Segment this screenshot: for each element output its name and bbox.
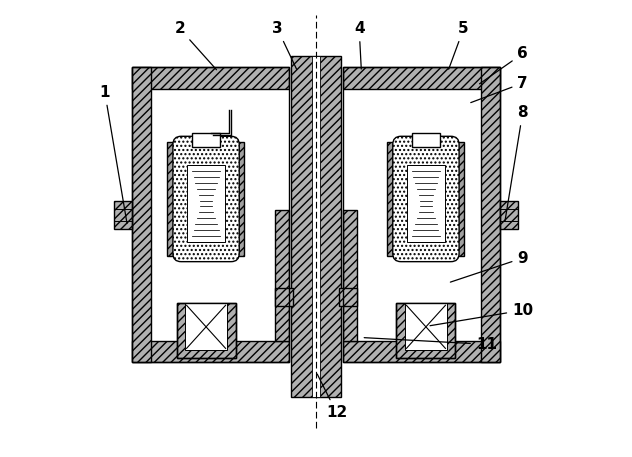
Bar xyxy=(387,142,401,256)
Bar xyxy=(185,303,228,350)
Bar xyxy=(132,67,289,362)
Bar xyxy=(343,89,481,340)
Text: 3: 3 xyxy=(272,21,296,69)
Text: 4: 4 xyxy=(354,21,365,69)
Text: 10: 10 xyxy=(430,303,533,326)
Bar xyxy=(114,201,132,229)
Bar xyxy=(231,142,244,256)
FancyBboxPatch shape xyxy=(173,136,240,262)
Bar xyxy=(451,142,464,256)
Text: 8: 8 xyxy=(505,105,528,221)
Bar xyxy=(193,133,220,147)
Bar xyxy=(404,303,447,350)
Bar xyxy=(151,89,289,340)
Bar xyxy=(396,303,456,358)
Bar xyxy=(275,210,289,340)
Bar xyxy=(312,56,320,397)
Bar xyxy=(185,303,228,350)
Bar xyxy=(412,133,439,147)
Bar xyxy=(404,303,447,350)
Bar xyxy=(291,56,341,397)
Bar xyxy=(343,67,500,89)
Bar xyxy=(343,67,500,362)
Bar xyxy=(132,67,289,89)
Bar xyxy=(176,303,236,358)
FancyBboxPatch shape xyxy=(392,136,459,262)
Bar xyxy=(407,165,444,242)
Bar xyxy=(343,340,500,362)
Text: 5: 5 xyxy=(449,21,469,69)
Bar xyxy=(176,303,236,358)
Text: 2: 2 xyxy=(174,21,217,70)
Bar xyxy=(481,67,500,362)
Bar xyxy=(339,287,357,306)
Bar xyxy=(132,340,289,362)
Bar xyxy=(500,201,518,229)
Text: 11: 11 xyxy=(364,337,497,352)
Text: 6: 6 xyxy=(480,46,528,84)
Bar xyxy=(132,67,151,362)
Bar xyxy=(188,165,225,242)
Text: 1: 1 xyxy=(99,85,127,223)
Bar xyxy=(167,142,181,256)
Text: 12: 12 xyxy=(317,374,347,420)
Text: 9: 9 xyxy=(451,250,528,282)
Bar xyxy=(275,287,293,306)
Text: 7: 7 xyxy=(471,76,528,103)
Bar xyxy=(343,210,357,340)
Bar xyxy=(396,303,456,358)
